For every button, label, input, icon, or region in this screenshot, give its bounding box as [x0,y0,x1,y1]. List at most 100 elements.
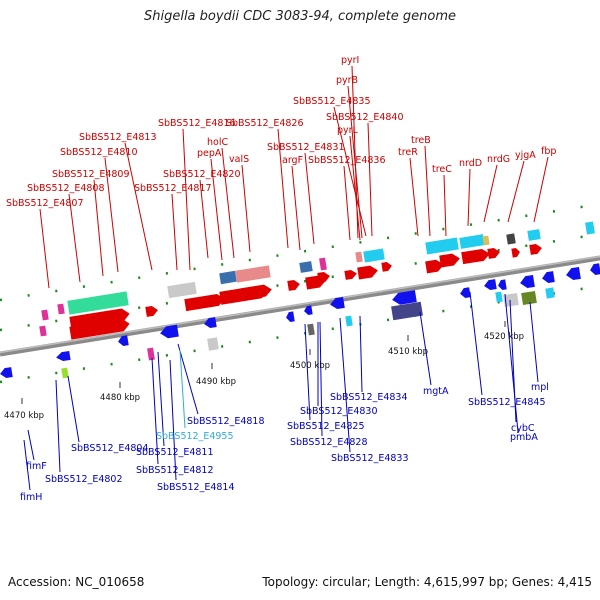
label-leader [157,351,165,447]
gene-label-forward: pyrB [336,75,358,86]
label-leader [23,439,31,491]
reverse-gene-arrow [566,266,581,281]
gene-block [147,347,155,361]
genome-backbone-highlight [0,255,600,354]
label-leader [443,174,447,237]
label-leader [349,135,361,241]
gene-label-forward: pyrI [341,55,359,66]
label-leader [419,311,432,386]
reverse-gene-arrow [542,271,555,284]
gene-label-forward: SbBS512_E4835 [293,96,371,107]
gene-label-forward: nrdD [459,158,482,169]
gene-label-forward: SbBS512_E4813 [79,132,157,143]
scale-tick-label: 4500 kbp [290,361,330,371]
label-leader [241,164,251,253]
label-leader [182,128,191,271]
forward-gene-arrow [69,318,130,340]
gene-label-forward: SbBS512_E4831 [267,142,345,153]
label-leader [359,315,363,393]
forward-gene-arrow [461,248,490,265]
label-leader [39,208,50,289]
reverse-gene-arrow [590,263,600,276]
gene-label-reverse: SbBS512_E4830 [300,406,378,417]
gene-label-reverse: SbBS512_E4845 [468,397,546,408]
scale-tick-label: 4490 kbp [196,377,236,387]
label-leader [277,128,289,249]
gene-block [167,281,197,299]
gene-label-forward: SbBS512_E4808 [27,183,105,194]
label-leader [343,165,351,241]
forward-gene-arrow [317,271,330,283]
label-leader [347,85,363,239]
reverse-gene-arrow [118,335,129,347]
forward-gene-arrow [381,261,392,272]
label-leader [304,323,311,421]
gene-label-forward: SbBS512_E4826 [226,118,304,129]
gene-label-forward: SbBS512_E4809 [52,169,130,180]
label-leader [171,193,178,271]
reverse-gene-arrow [304,305,313,316]
label-leader [319,321,323,437]
gene-label-forward: valS [229,154,249,165]
label-leader [469,291,483,396]
label-leader [529,301,539,383]
reverse-gene-arrow [498,279,507,291]
scale-tick-label: 4480 kbp [100,393,140,403]
gene-label-forward: holC [207,137,228,148]
gene-label-reverse: SbBS512_E4833 [331,453,409,464]
label-leader [483,164,498,223]
gene-block [459,234,485,249]
label-leader [67,375,80,443]
forward-gene-arrow [69,308,130,330]
gene-label-reverse: mgtA [423,386,449,397]
gene-label-reverse: fimH [20,492,42,503]
map-title: Shigella boydii CDC 3083-94, complete ge… [143,9,457,24]
gene-label-forward: treC [432,164,452,175]
feature-layer [0,202,600,404]
forward-gene-arrow [357,265,378,280]
gene-block [482,235,490,246]
gene-block [299,261,313,273]
reverse-gene-arrow [56,350,71,362]
forward-gene-arrow [344,269,357,280]
gene-block [307,323,315,336]
label-leader [504,293,519,433]
gene-label-forward: pyrL [337,125,359,136]
reverse-gene-arrow [160,324,179,339]
gene-label-reverse: SbBS512_E4814 [157,482,235,493]
genome-summary-label: Topology: circular; Length: 4,615,997 bp… [262,575,592,589]
gene-label-forward: treB [411,135,431,146]
gene-label-reverse: SbBS512_E4812 [136,465,214,476]
forward-gene-arrow [239,284,272,301]
forward-gene-arrow [287,279,300,291]
label-leader [104,157,119,273]
gene-label-forward: SbBS512_E4816 [158,118,236,129]
gene-block [585,221,595,235]
gene-block [39,325,47,337]
gene-label-reverse: cybC [511,423,535,434]
gene-block [235,265,271,283]
label-leader [124,142,153,271]
label-leader [409,157,419,237]
gene-block [425,237,459,255]
gene-label-reverse: SbBS512_E4818 [187,416,265,427]
gene-label-forward: fbp [541,146,556,157]
gene-label-reverse: SbBS512_E4834 [330,392,408,403]
label-leader [291,165,301,251]
label-leader [333,106,367,237]
label-leader [177,343,199,415]
label-leader [210,158,223,261]
gene-label-reverse: SbBS512_E4802 [45,474,123,485]
label-leader [199,179,209,259]
gene-block [363,248,385,263]
gene-block [503,292,519,308]
scale-tick-label: 4510 kbp [388,347,428,357]
gene-label-reverse: SbBS512_E4828 [290,437,368,448]
gene-label-forward: nrdG [487,154,510,165]
gene-label-forward: SbBS512_E4810 [60,147,138,158]
gene-label-forward: SbBS512_E4820 [163,169,241,180]
gene-block [495,291,503,303]
gene-block [521,290,537,306]
gene-block [506,233,516,245]
